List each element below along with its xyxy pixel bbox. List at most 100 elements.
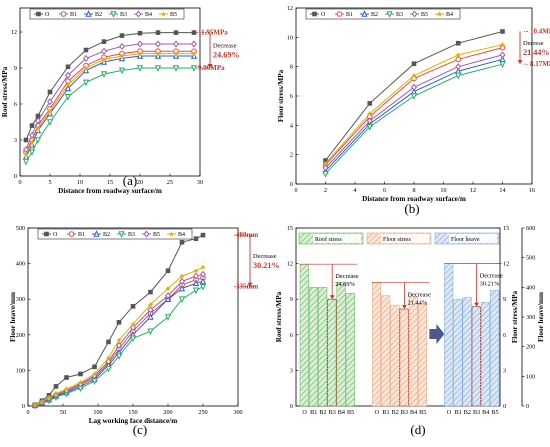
data-point [173, 40, 179, 48]
data-point [499, 41, 506, 48]
y-tick-label: 200 [16, 332, 25, 339]
data-point [119, 53, 125, 59]
data-point [322, 164, 329, 172]
category-label: B5 [347, 409, 354, 416]
category-label: O [447, 409, 452, 416]
x-tick-label: 4 [353, 187, 356, 194]
annotation-label: Decrease [213, 42, 237, 49]
legend-label: B1 [70, 12, 77, 18]
data-point [411, 72, 417, 79]
category-label: B2 [464, 409, 471, 416]
data-point [77, 379, 84, 386]
data-point [155, 50, 161, 57]
data-point [64, 375, 69, 380]
annotation-bottom-value: 9.00MPa [198, 64, 225, 72]
data-point [47, 89, 53, 95]
y-right2-tick-label: 500 [526, 255, 535, 262]
data-point [29, 131, 35, 139]
panel-tag: (d) [410, 422, 425, 437]
x-tick-label: 25 [167, 179, 173, 186]
series-line [25, 53, 194, 155]
data-point [155, 30, 161, 35]
data-point [130, 321, 136, 327]
y-right2-axis-label: Floor heave/mm [537, 292, 545, 342]
legend-marker [60, 11, 67, 17]
legend-label: B5 [421, 12, 428, 18]
x-axis-label: Distance from roadway surface/m [362, 195, 466, 203]
category-label: B1 [455, 409, 462, 416]
data-point [147, 306, 154, 314]
data-point [47, 98, 53, 106]
x-tick-label: 150 [128, 409, 137, 416]
x-tick-label: 8 [412, 187, 415, 194]
data-point [173, 50, 179, 57]
legend-label: O [53, 232, 58, 238]
y-right1-tick-label: 15 [503, 225, 509, 232]
series-B5 [23, 50, 197, 158]
data-point [29, 139, 35, 146]
bar [444, 263, 454, 407]
y-right1-tick-label: 0 [503, 403, 506, 410]
data-point [500, 29, 505, 34]
y-left-tick-label: 15 [287, 225, 293, 232]
data-point [82, 79, 90, 87]
y-left-tick-label: 6 [290, 332, 293, 339]
legend-label: B3 [128, 232, 135, 238]
data-point [23, 151, 29, 158]
annotation-top-value: 10.4MPa [530, 27, 550, 35]
data-point [164, 314, 172, 321]
y-left-tick-label: 0 [290, 403, 293, 410]
data-point [83, 47, 89, 53]
legend-label: B5 [153, 232, 160, 238]
legend-marker [44, 231, 49, 237]
data-point [83, 54, 89, 62]
data-point [455, 63, 462, 71]
y-tick-label: 3 [14, 137, 17, 144]
data-point [129, 335, 137, 343]
legend-label: O [321, 12, 326, 18]
y-right2-tick-label: 300 [526, 314, 535, 321]
data-point [455, 40, 461, 46]
panel-tag: (b) [404, 201, 419, 216]
category-label: B5 [419, 409, 426, 416]
data-point [200, 232, 206, 238]
series-B5 [322, 51, 506, 172]
y-tick-label: 12 [11, 29, 17, 36]
series-B4 [322, 41, 506, 167]
bar [345, 293, 355, 407]
category-label: B2 [392, 409, 399, 416]
series-line [34, 234, 204, 406]
x-tick-label: 30 [197, 179, 203, 186]
data-point [23, 137, 29, 143]
series-O [23, 30, 197, 143]
data-point [34, 137, 42, 144]
data-point [53, 390, 59, 397]
bar [399, 308, 409, 407]
y-left-tick-label: 9 [290, 296, 293, 303]
legend-label: B1 [78, 232, 85, 238]
data-point [65, 81, 71, 88]
legend-label: Floor heave [451, 237, 480, 243]
data-point [137, 50, 143, 57]
legend-marker [118, 231, 125, 238]
y-tick-label: 2 [290, 152, 293, 159]
data-point [118, 67, 126, 75]
y-tick-label: 10 [287, 34, 293, 41]
category-label: B5 [491, 409, 498, 416]
panel-2: 0 50 100 150 200 250 300 0 100 200 300 400 500 Lag wo… [9, 225, 280, 437]
legend-marker [85, 10, 92, 17]
legend-label: B2 [371, 12, 378, 18]
annotation-arrowhead [247, 282, 253, 287]
panel-0: 0 5 10 15 20 25 30 0 3 6 9 12 Distance from roadway … [1, 7, 240, 195]
legend-marker [312, 11, 317, 17]
data-point [65, 71, 71, 79]
series-O [32, 232, 206, 408]
data-point [130, 324, 136, 332]
annotation-percent: 30.21% [480, 281, 500, 288]
annotation-highlight [399, 308, 409, 407]
data-point [137, 40, 143, 48]
data-point [499, 44, 506, 51]
legend-label: B1 [346, 12, 353, 18]
series-line [325, 54, 503, 169]
series-line [25, 67, 194, 162]
